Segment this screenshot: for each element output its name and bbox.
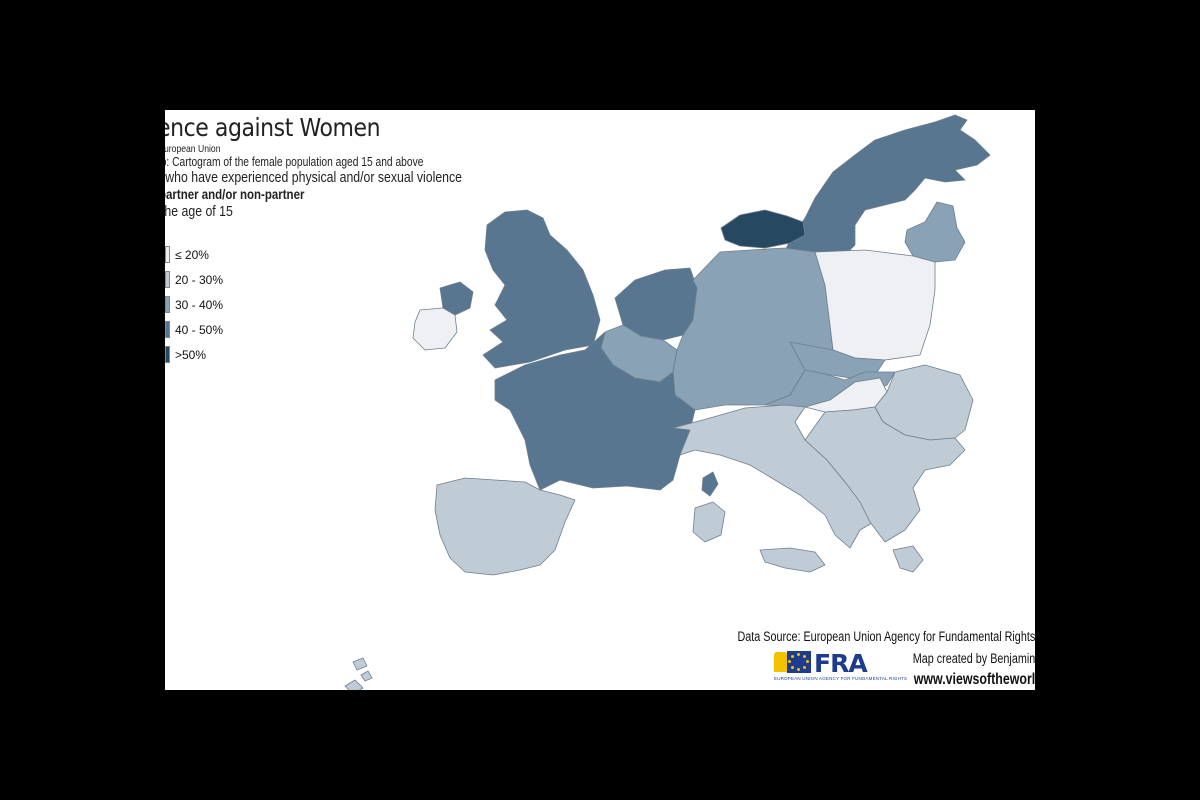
region-great-britain (482, 209, 601, 369)
legend-label: 30 - 40% (175, 297, 224, 312)
subtitle-line: the age of 15 (165, 202, 233, 220)
logo-tagline: EUROPEAN UNION AGENCY FOR FUNDAMENTAL RI… (774, 676, 908, 681)
region-sweden-finland (779, 114, 991, 266)
legend-swatch (165, 321, 170, 338)
region-islands (344, 657, 373, 690)
legend-item: ≤ 20% (165, 242, 223, 267)
legend-item: >50% (165, 342, 223, 367)
region-denmark (720, 209, 806, 249)
legend-swatch (165, 296, 170, 313)
legend: ≤ 20% 20 - 30% 30 - 40% 40 - 50% >50% (165, 242, 223, 367)
fra-logo: FRA EUROPEAN UNION AGENCY FOR FUNDAMENTA… (770, 648, 907, 684)
region-italy (672, 404, 878, 549)
map-author: Map created by Benjamin (912, 651, 1035, 666)
map-panel: ence against Women uropean Union ap: Car… (165, 110, 1035, 690)
subtitle-line: n who have experienced physical and/or s… (165, 169, 463, 187)
legend-item: 30 - 40% (165, 292, 223, 317)
region-poland (814, 249, 936, 361)
subtitle-line: partner and/or non-partner (165, 186, 305, 203)
subtitle-line: ap: Cartogram of the female population a… (165, 154, 424, 169)
region-balkans (804, 406, 966, 543)
legend-swatch (165, 271, 170, 288)
region-iberia (434, 477, 576, 576)
data-source: Data Source: European Union Agency for F… (737, 629, 1035, 644)
figures-icon (774, 652, 788, 672)
legend-label: ≤ 20% (175, 247, 209, 262)
legend-label: 40 - 50% (175, 322, 224, 337)
legend-swatch (165, 346, 170, 363)
legend-label: >50% (175, 347, 207, 362)
legend-item: 20 - 30% (165, 267, 223, 292)
credits: Data Source: European Union Agency for F… (663, 629, 1035, 689)
logo-wordmark: FRA (814, 649, 868, 678)
region-ireland-rest (412, 307, 458, 351)
website-link: www.viewsoftheworl (913, 671, 1036, 688)
region-sardinia (692, 501, 726, 543)
region-greece-south (892, 545, 924, 573)
subtitle-line: uropean Union (165, 142, 221, 155)
map-title: ence against Women (165, 113, 381, 142)
legend-swatch (165, 246, 170, 263)
legend-label: 20 - 30% (175, 272, 224, 287)
region-sicily (759, 547, 826, 573)
region-corsica (701, 471, 719, 497)
eu-stars-icon (787, 651, 811, 673)
region-baltic (904, 201, 966, 263)
title-block: ence against Women uropean Union ap: Car… (165, 113, 529, 220)
legend-item: 40 - 50% (165, 317, 223, 342)
cartogram-map (344, 114, 991, 690)
